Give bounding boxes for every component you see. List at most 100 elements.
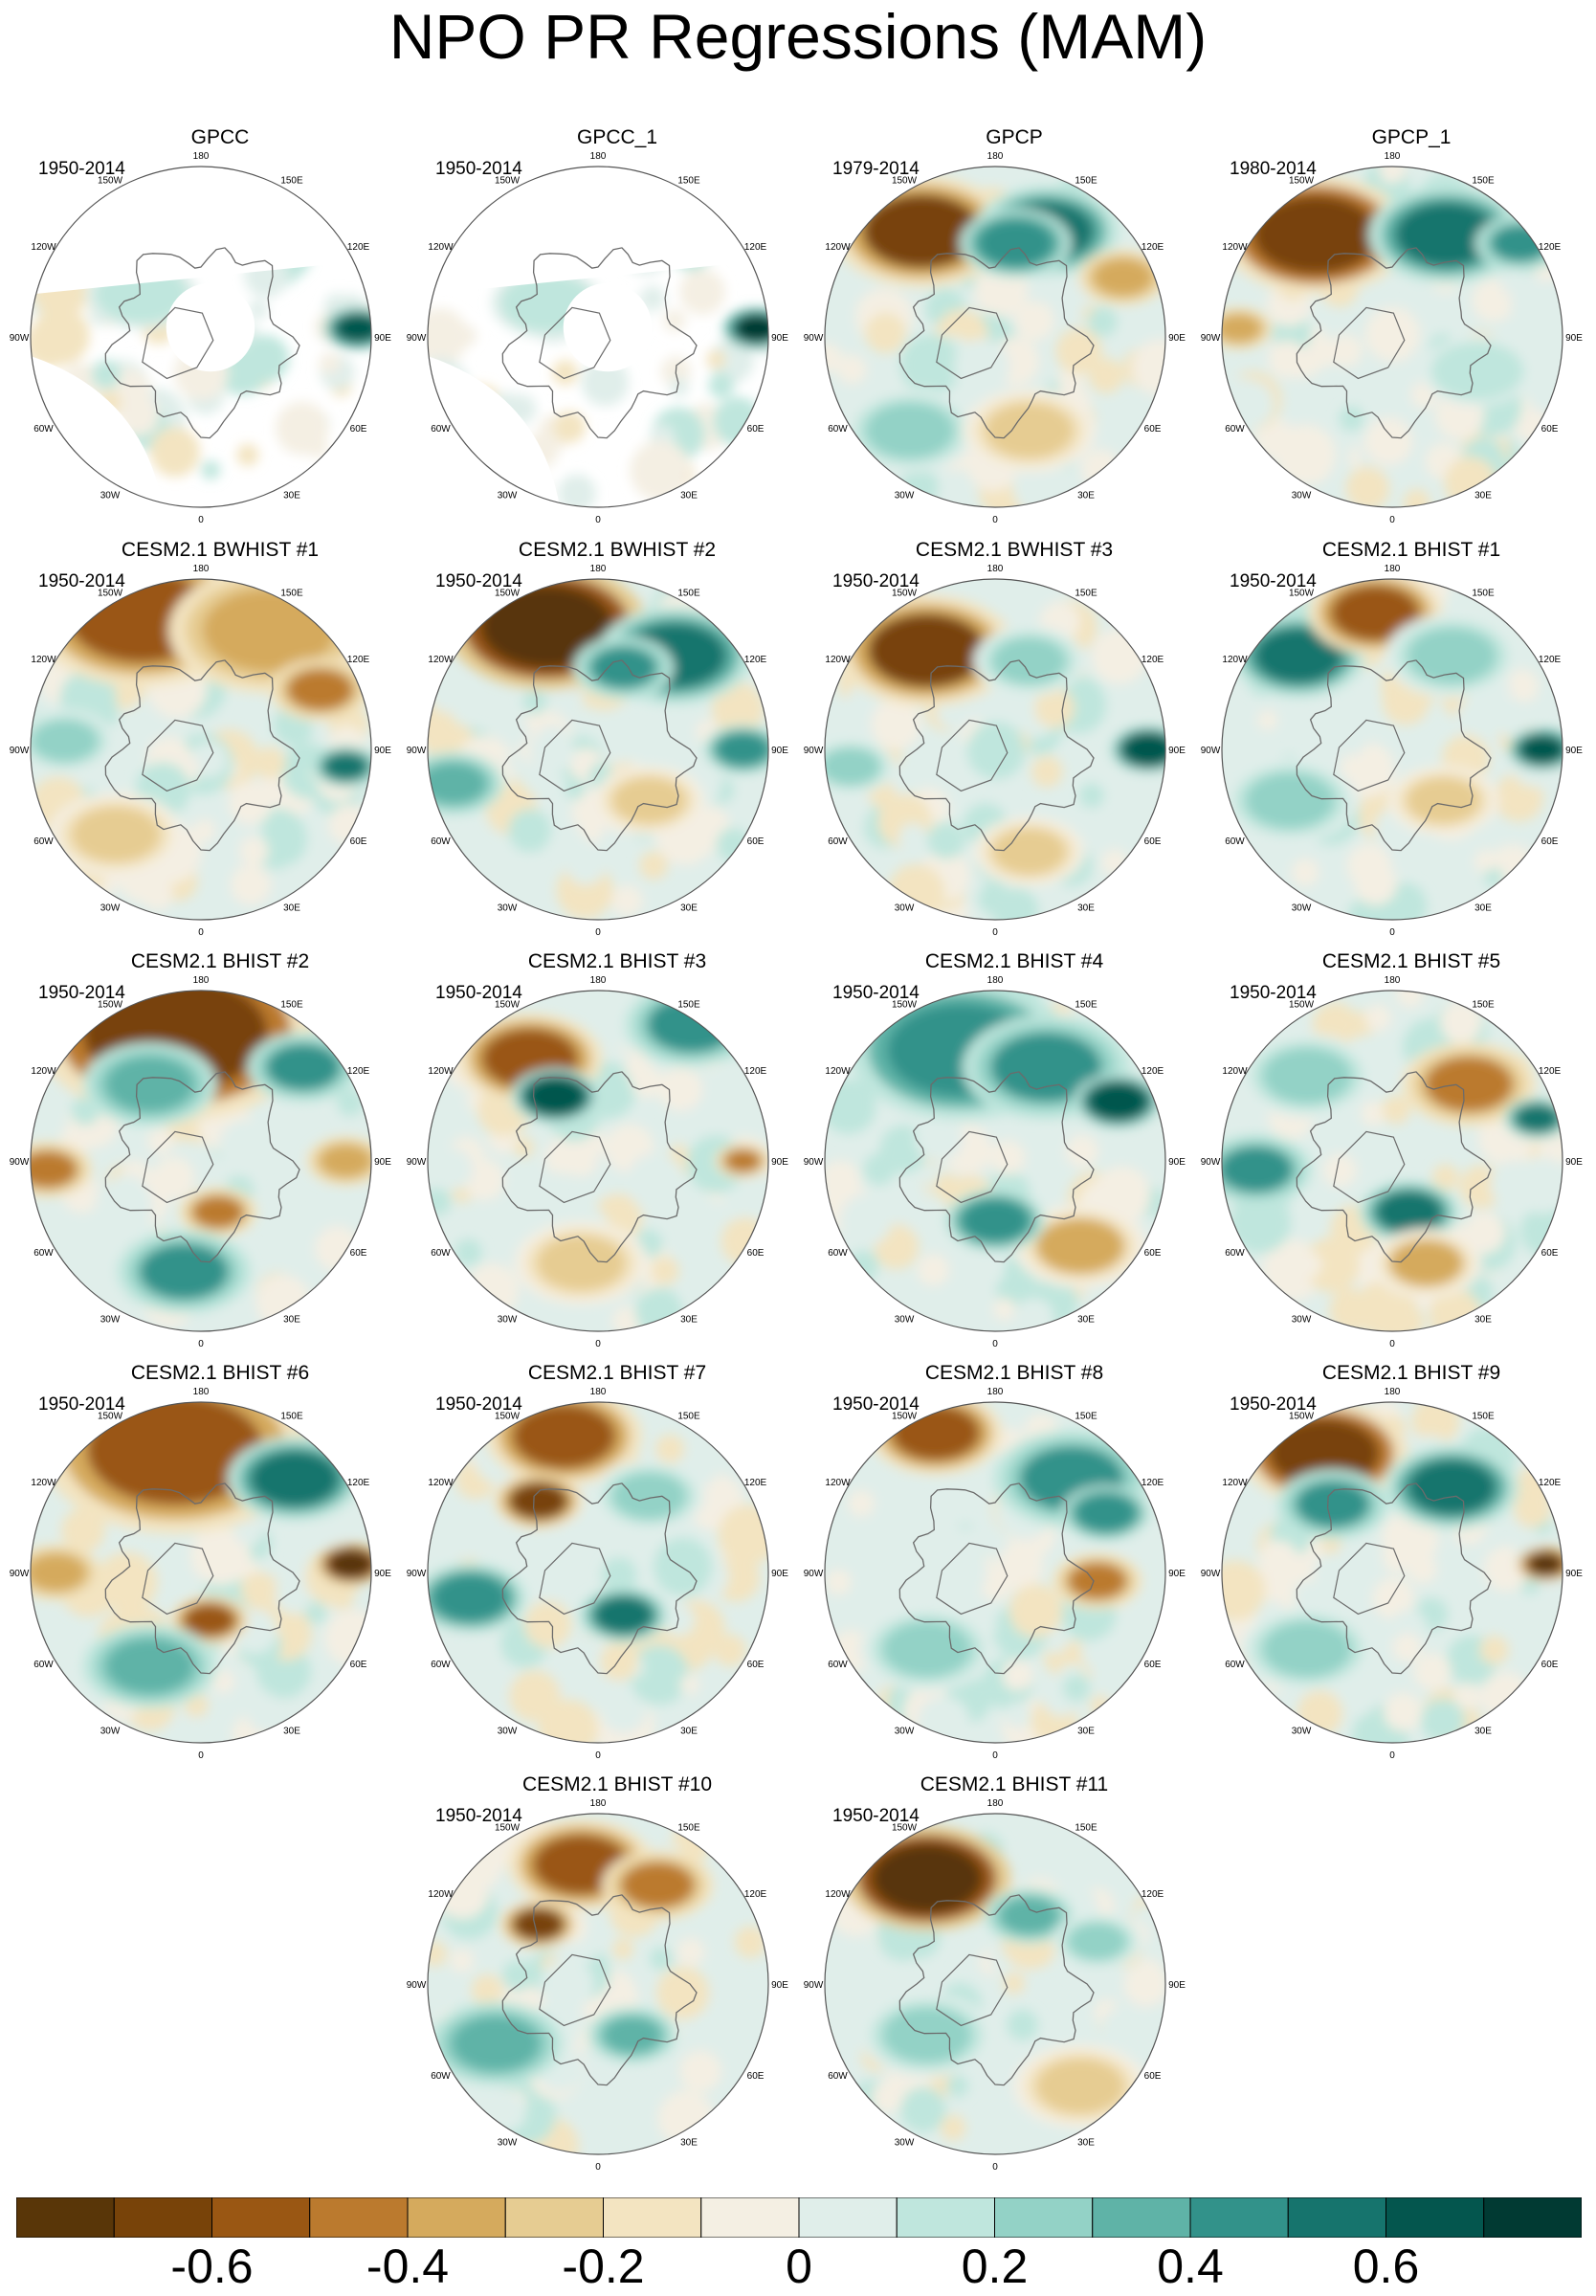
longitude-label: 60E [1541,1660,1559,1670]
field-patch [1014,301,1054,341]
field-anomaly [1408,628,1496,683]
panel-title: CESM2.1 BHIST #9 [1321,1362,1501,1384]
greenland-outline [936,1953,1009,2027]
regression-field [825,1814,1165,2154]
field-patch [1123,1963,1165,2007]
field-texture [428,991,768,1331]
panel-title: GPCP_1 [1371,126,1452,148]
polar-map: 180 150E 120E 90E 60E 30E 0 30W 60W 90W 120W 150W [1201,1387,1584,1761]
field-texture [1222,1402,1563,1743]
field-patch [248,300,268,320]
polar-map: 180 150E 120E 90E 60E 30E 0 30W 60W 90W 120W 150W [407,975,789,1349]
panel-bhist-9: 180 150E 120E 90E 60E 30E 0 30W 60W 90W 120W 150W CE… [1201,1362,1593,1783]
map-boundary [427,1401,769,1744]
field-patch [1009,1584,1063,1638]
panel-years: 1950-2014 [832,571,920,591]
field-patch [1268,340,1306,379]
panel-years: 1950-2014 [38,983,125,1003]
field-texture [31,991,371,1331]
longitude-label: 180 [590,151,607,162]
field-patch [650,1947,673,1971]
field-patch [836,354,867,385]
coastline [104,1071,300,1263]
longitude-label: 90W [804,1157,824,1168]
longitude-label: 150E [1075,999,1097,1010]
longitude-label: 60W [33,1248,54,1259]
field-patch [1313,1552,1349,1589]
panel-title: CESM2.1 BWHIST #1 [121,539,320,561]
field-patch [580,2101,613,2135]
longitude-label: 0 [198,1339,204,1349]
colorbar-swatch [16,2197,115,2238]
longitude-label: 30E [1077,1727,1095,1737]
longitude-label: 150W [495,175,521,186]
field-anomaly [992,637,1067,684]
longitude-label: 30W [895,1727,915,1737]
longitude-label: 30W [1292,1315,1312,1326]
panel-bhist-11: 180 150E 120E 90E 60E 30E 0 30W 60W 90W 120W 150W CE… [804,1773,1196,2195]
colorbar-swatch [1092,2197,1191,2238]
longitude-label: 150W [1289,1411,1315,1421]
field-anomaly [1252,195,1379,275]
polar-map: 180 150E 120E 90E 60E 30E 0 30W 60W 90W 120W 150W [804,975,1186,1349]
field-patch [1392,1633,1422,1662]
longitude-label: 30W [100,1315,121,1326]
field-patch [1431,1164,1459,1192]
longitude-label: 30E [1474,1315,1492,1326]
longitude-label: 60E [1541,836,1559,847]
field-patch [471,1974,503,2007]
field-anomaly [537,1235,626,1291]
field-patch [1078,783,1104,809]
greenland-outline [539,306,611,380]
longitude-label: 30E [680,491,698,502]
longitude-label: 90W [1201,333,1221,344]
field-texture [1222,167,1563,507]
regression-field [428,579,768,920]
field-patch [1339,406,1364,432]
longitude-label: 0 [595,515,601,525]
greenland-outline [142,719,214,792]
longitude-label: 30E [1474,491,1492,502]
coastline [104,247,300,439]
longitude-label: 60E [350,424,367,435]
field-patch [714,1634,746,1667]
polar-map: 180 150E 120E 90E 60E 30E 0 30W 60W 90W 120W 150W [407,564,789,938]
polar-map: 180 150E 120E 90E 60E 30E 0 30W 60W 90W 120W 150W [804,151,1186,525]
regression-field [428,1814,768,2154]
field-patch [1513,1489,1552,1528]
field-anomaly [1296,1481,1370,1527]
field-patch [538,1699,599,1743]
field-patch [1440,1000,1483,1043]
longitude-label: 30W [498,1727,518,1737]
longitude-label: 150E [280,1411,303,1421]
longitude-label: 150E [280,175,303,186]
field-patch [927,821,965,859]
regression-field [825,579,1165,920]
field-anomaly [1376,1191,1443,1234]
field-patch [716,827,751,862]
longitude-label: 0 [1389,927,1395,938]
field-patch [1340,742,1395,797]
field-patch [712,682,765,735]
polar-map: 180 150E 120E 90E 60E 30E 0 30W 60W 90W 120W 150W [10,564,392,938]
panel-bhist-10: 180 150E 120E 90E 60E 30E 0 30W 60W 90W 120W 150W CE… [407,1773,799,2195]
field-patch [599,828,620,848]
regression-field [31,1402,371,1743]
longitude-label: 90W [407,1980,427,1991]
field-patch [239,836,269,866]
greenland-outline [936,719,1009,792]
field-patch [840,1193,892,1246]
longitude-label: 60W [828,2071,848,2082]
field-anomaly [1093,258,1153,296]
field-patch [230,864,272,905]
longitude-label: 150W [1289,588,1315,598]
field-patch [524,1600,572,1649]
longitude-label: 30E [1077,1315,1095,1326]
panel-title: CESM2.1 BHIST #4 [924,950,1104,972]
field-anomaly [191,1195,244,1229]
longitude-label: 180 [1385,151,1401,162]
field-patch [1361,1101,1386,1126]
panel-title: CESM2.1 BHIST #5 [1321,950,1501,972]
longitude-label: 30E [1077,2138,1095,2149]
longitude-label: 180 [590,1798,607,1809]
